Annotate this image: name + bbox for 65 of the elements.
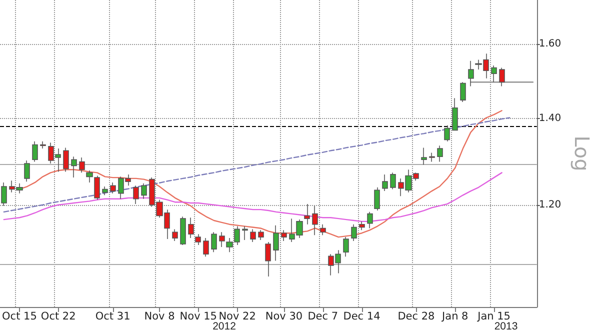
y-tick-label: 1.60: [538, 38, 562, 50]
candlestick: [40, 141, 46, 149]
candlestick: [102, 186, 108, 196]
candlestick: [195, 234, 201, 246]
candlestick: [320, 224, 326, 236]
x-tick-label: Dec 7: [308, 310, 338, 322]
candlestick: [180, 216, 186, 246]
candlestick: [382, 174, 388, 192]
candlestick: [421, 147, 427, 166]
candlestick: [242, 226, 248, 240]
x-tick-label: Dec 28: [398, 310, 435, 322]
candlestick: [359, 221, 365, 231]
y-tick-label: 1.20: [538, 199, 562, 210]
y-tick-label: 1.40: [538, 113, 562, 124]
candlestick: [86, 170, 93, 183]
line-series: [3, 172, 502, 222]
candlestick: [110, 182, 116, 194]
x-tick-label: Nov 22: [218, 310, 256, 322]
candlestick: [273, 224, 279, 262]
candlestick: [133, 185, 139, 204]
candlestick: [499, 67, 505, 87]
text: 2012: [212, 320, 236, 332]
x-tick-label: Jan 15: [476, 310, 510, 322]
candlestick: [32, 141, 38, 162]
x-tick-label: Oct 15: [2, 310, 37, 322]
candlestick: [265, 242, 271, 277]
x-tick-label: Oct 22: [40, 310, 76, 322]
candlestick: [71, 156, 77, 178]
candlestick: [94, 175, 100, 200]
text: 2013: [494, 320, 518, 332]
candlestick: [141, 182, 147, 200]
candlestick: [304, 204, 310, 225]
candlestick: [390, 172, 396, 190]
line-series: [3, 117, 510, 213]
candlestick: [460, 82, 466, 102]
candlestick: [374, 187, 380, 211]
candlestick: [468, 60, 474, 87]
candlestick: [444, 124, 450, 142]
candlestick: [219, 232, 225, 248]
candlestick: [281, 230, 287, 242]
candlestick: [211, 232, 217, 252]
candlestick: [351, 224, 357, 242]
x-tick-label: Nov 8: [144, 310, 175, 322]
candlestick: [79, 157, 85, 174]
candlestick: [312, 205, 318, 236]
candlestick: [63, 147, 69, 172]
candlestick: [437, 145, 443, 162]
candlestick: [343, 236, 349, 258]
candlestick: [188, 217, 194, 238]
candlestick: [258, 230, 264, 240]
x-tick-label: Jan 8: [441, 310, 468, 322]
y-axis-title: Log: [570, 136, 594, 172]
candlestick: [250, 228, 256, 242]
candlestick: [429, 152, 435, 162]
candlestick: [24, 160, 30, 182]
candlestick: [491, 65, 497, 83]
x-tick-label: Dec 14: [343, 310, 381, 322]
candlestick: [172, 228, 178, 242]
candlestick: [1, 182, 7, 206]
x-tick-label: Nov 15: [180, 310, 217, 322]
candlestick: [203, 238, 209, 258]
candlestick: [367, 212, 373, 229]
x-tick-label: Oct 31: [95, 310, 130, 322]
x-tick-label: Nov 30: [265, 310, 303, 322]
candlestick: [452, 98, 458, 131]
